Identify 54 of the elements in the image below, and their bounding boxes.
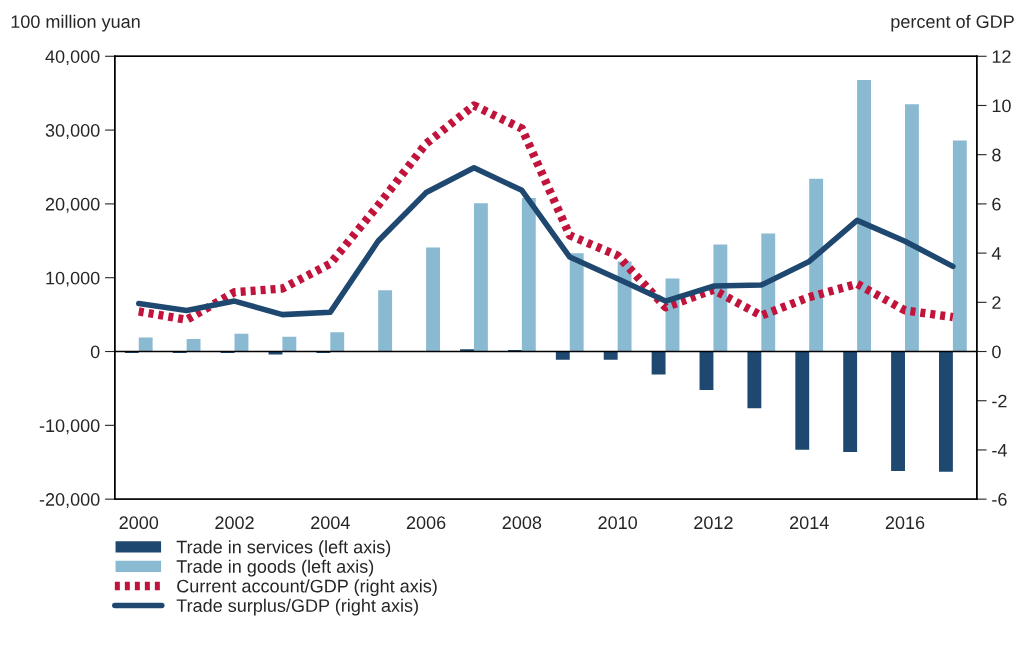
- y2-tick-label: 10: [992, 99, 1011, 113]
- bar: [521, 197, 536, 352]
- bar: [282, 336, 297, 352]
- y-tick-label: -20,000: [39, 493, 100, 508]
- bar: [761, 233, 776, 352]
- bar: [426, 247, 440, 352]
- y2-tick-label: 2: [992, 296, 1001, 309]
- y2-tick-label: -6: [992, 493, 1007, 506]
- y-tick-label: -10,000: [39, 419, 100, 435]
- x-tick-label: 2000: [119, 516, 159, 530]
- x-tick-label: 2004: [311, 516, 350, 530]
- bar: [473, 203, 488, 352]
- bar: [138, 337, 153, 352]
- bar: [891, 351, 905, 472]
- bar: [234, 333, 249, 352]
- x-tick-label: 2002: [215, 516, 254, 530]
- bar: [651, 351, 666, 375]
- y-tick-label: 20,000: [45, 197, 100, 213]
- y2-tick-label: 6: [992, 197, 1001, 211]
- x-tick-label: 2014: [790, 516, 829, 530]
- bar: [809, 178, 824, 352]
- bar: [330, 332, 345, 352]
- bar: [378, 290, 393, 352]
- y-tick-label: 10,000: [46, 271, 100, 287]
- bar: [795, 351, 810, 450]
- x-tick-label: 2008: [502, 516, 542, 530]
- bar: [904, 104, 919, 352]
- y2-tick-label: -2: [992, 394, 1007, 408]
- x-tick-label: 2016: [885, 516, 925, 530]
- y-tick-label: 30,000: [45, 124, 100, 139]
- bar: [843, 351, 858, 452]
- y2-tick-label: 12: [992, 50, 1011, 63]
- legend-label: Current account/GDP (right axis): [177, 579, 437, 597]
- y-axis-title: 100 million yuan: [11, 14, 140, 32]
- legend-label: Trade in goods (left axis): [176, 559, 374, 577]
- y-tick-label: 40,000: [45, 50, 100, 66]
- bar: [952, 140, 967, 352]
- y2-tick-label: -4: [992, 444, 1007, 457]
- y2-tick-label: 8: [992, 148, 1001, 162]
- x-tick-label: 2006: [406, 516, 446, 530]
- y2-tick-label: 0: [992, 345, 1001, 359]
- y2-tick-label: 4: [991, 247, 1001, 260]
- bar: [747, 351, 762, 409]
- bar: [186, 338, 201, 352]
- legend-label: Trade surplus/GDP (right axis): [176, 598, 418, 616]
- x-tick-label: 2010: [598, 516, 638, 530]
- bar: [857, 79, 871, 352]
- x-tick-label: 2012: [694, 516, 733, 530]
- bar: [569, 253, 584, 352]
- bar: [938, 351, 953, 472]
- bar: [699, 351, 714, 390]
- legend-label: Trade in services (left axis): [176, 540, 391, 557]
- y2-axis-title: percent of GDP: [891, 14, 1014, 32]
- y-tick-label: 0: [90, 345, 100, 359]
